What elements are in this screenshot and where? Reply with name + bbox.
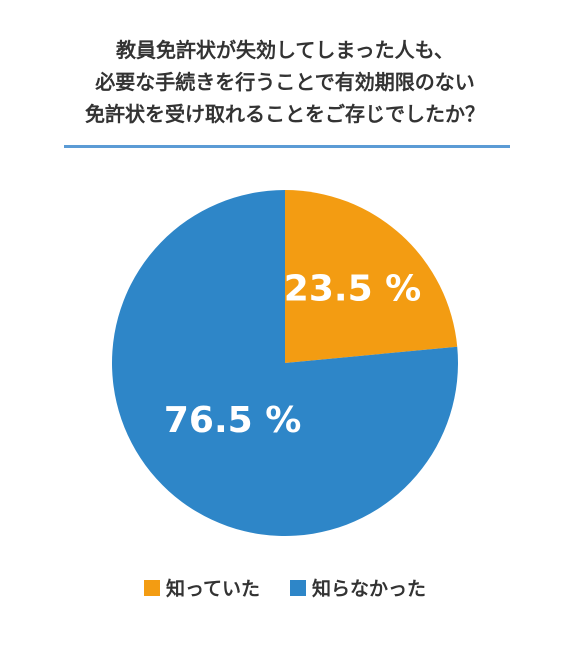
title-line-1: 教員免許状が失効してしまった人も、 [116,38,454,62]
legend-item-did-not-know: 知らなかった [290,574,426,601]
chart-title: 教員免許状が失効してしまった人も、 必要な手続きを行うことで有効期限のない 免許… [0,34,570,130]
legend-swatch-knew [143,579,160,596]
title-line-3: 免許状を受け取れることをご存じでしたか？ [85,102,485,126]
legend-swatch-did-not-know [290,579,307,596]
title-divider [64,145,510,148]
pie-slice-0 [285,190,458,363]
pie-slice-label-1: 76.5 % [164,400,301,441]
title-line-2: 必要な手続きを行うことで有効期限のない [95,70,475,94]
legend-label-knew: 知っていた [165,578,261,600]
legend-label-did-not-know: 知らなかった [312,578,427,600]
pie-slice-label-0: 23.5 % [284,268,421,309]
pie-slice-1 [111,190,458,536]
legend-item-knew: 知っていた [143,574,261,601]
legend: 知っていた 知らなかった [0,574,570,601]
